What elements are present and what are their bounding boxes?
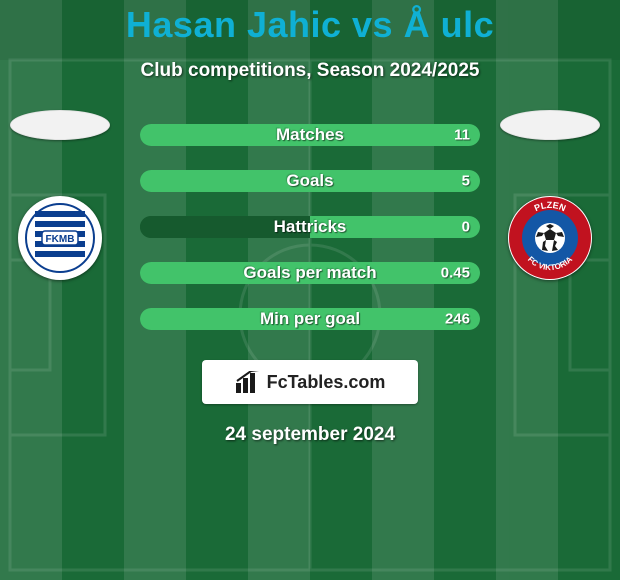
- stats-area: FKMB PLZEN: [0, 124, 620, 330]
- brand-text: FcTables.com: [267, 372, 386, 393]
- stat-row: Goals per match 0.45: [140, 262, 480, 284]
- brand-box[interactable]: FcTables.com: [202, 360, 418, 404]
- content: Hasan Jahic vs Å ulc Club competitions, …: [0, 0, 620, 580]
- stat-row: Goals 5: [140, 170, 480, 192]
- club-badge-left: FKMB: [18, 196, 102, 280]
- stat-value-right: 5: [462, 173, 470, 190]
- stat-rows: Matches 11 Goals 5 Hattricks 0 Goals per match…: [140, 124, 480, 330]
- club-badge-right: PLZEN FC VIKTORIA: [508, 196, 592, 280]
- stat-row: Hattricks 0: [140, 216, 480, 238]
- stat-label: Hattricks: [274, 217, 347, 237]
- title-player-right: Å ulc: [404, 4, 495, 45]
- stat-row: Min per goal 246: [140, 308, 480, 330]
- player-slot-right: PLZEN FC VIKTORIA: [500, 110, 600, 280]
- page-title: Hasan Jahic vs Å ulc: [0, 4, 620, 46]
- stat-label: Goals: [286, 171, 333, 191]
- title-vs: vs: [342, 4, 404, 45]
- club-badge-left-svg: FKMB: [25, 203, 95, 273]
- stat-label: Min per goal: [260, 309, 360, 329]
- club-left-abbrev: FKMB: [46, 234, 75, 245]
- brand-chart-icon: [235, 371, 261, 393]
- country-flag-right: [500, 110, 600, 140]
- stat-value-right: 0.45: [441, 265, 470, 282]
- title-player-left: Hasan Jahic: [126, 4, 342, 45]
- player-slot-left: FKMB: [10, 110, 110, 280]
- stat-label: Goals per match: [243, 263, 376, 283]
- stat-value-right: 0: [462, 219, 470, 236]
- stat-value-right: 11: [454, 127, 470, 144]
- country-flag-left: [10, 110, 110, 140]
- footer-date: 24 september 2024: [0, 424, 620, 446]
- stat-label: Matches: [276, 125, 344, 145]
- subtitle: Club competitions, Season 2024/2025: [0, 60, 620, 82]
- club-badge-right-svg: PLZEN FC VIKTORIA: [508, 196, 592, 280]
- stat-value-right: 246: [445, 311, 470, 328]
- stat-row: Matches 11: [140, 124, 480, 146]
